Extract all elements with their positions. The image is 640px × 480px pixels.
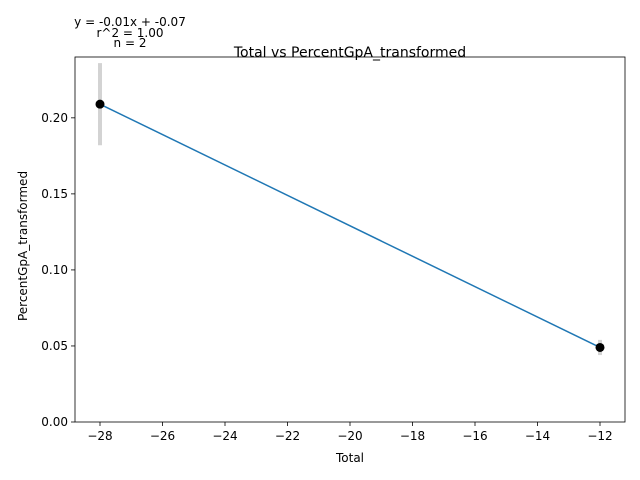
y-tick-label: 0.20 <box>41 111 68 125</box>
x-tick-label: −12 <box>587 429 612 443</box>
y-tick-label: 0.05 <box>41 339 68 353</box>
x-tick-label: −20 <box>337 429 362 443</box>
x-tick-label: −14 <box>525 429 550 443</box>
chart-title: Total vs PercentGpA_transformed <box>233 45 466 61</box>
x-tick-label: −26 <box>150 429 175 443</box>
data-point <box>95 99 105 109</box>
y-tick-label: 0.10 <box>41 263 68 277</box>
x-tick-label: −28 <box>87 429 112 443</box>
x-tick-label: −18 <box>400 429 425 443</box>
r-squared-label: r^2 = 1.00 <box>96 26 163 40</box>
data-point <box>595 342 605 352</box>
x-tick-label: −24 <box>212 429 237 443</box>
y-tick-label: 0.15 <box>41 187 68 201</box>
y-tick-label: 0.00 <box>41 415 68 429</box>
x-tick-label: −16 <box>462 429 487 443</box>
fit-line <box>99 103 601 349</box>
y-axis-title: PercentGpA_transformed <box>16 171 30 321</box>
x-axis-title: Total <box>335 451 364 465</box>
sample-size-label: n = 2 <box>114 36 147 50</box>
plot-area: −28 −26 −24 −22 −20 −18 −16 −14 −12 0.00 0.05 0.10 0… <box>41 56 626 443</box>
regression-equation: y = -0.01x + -0.07 <box>74 15 186 29</box>
x-tick-label: −22 <box>275 429 300 443</box>
axes-frame <box>74 56 626 423</box>
